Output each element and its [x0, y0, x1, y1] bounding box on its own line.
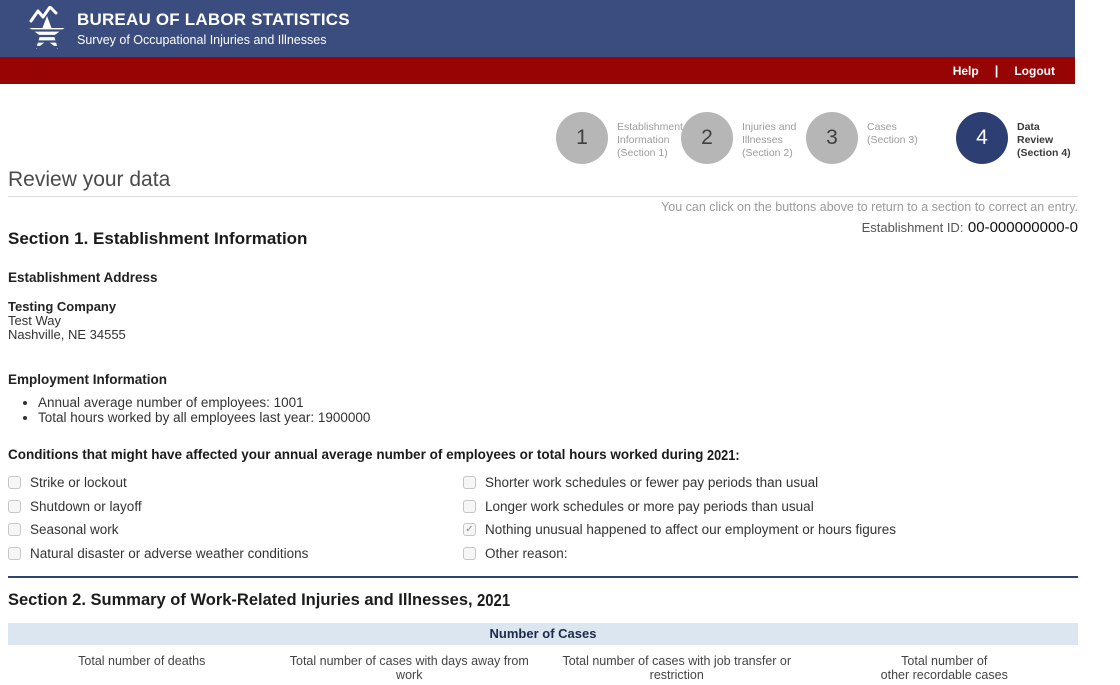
step-3-circle[interactable]: 3 — [806, 112, 858, 164]
table-body: Total number of deaths 0 (G) Total numbe… — [8, 645, 1078, 685]
establishment-id-value: 00-000000000-0 — [967, 219, 1078, 236]
utility-nav: Help | Logout — [0, 57, 1075, 84]
conditions-heading-text: Conditions that might have affected your… — [8, 447, 704, 462]
condition-checkbox[interactable] — [463, 546, 476, 560]
condition-label: Shorter work schedules or fewer pay peri… — [485, 475, 819, 490]
app-subtitle: Survey of Occupational Injuries and Illn… — [77, 33, 327, 47]
main-content: 1 Establishment Information (Section 1) … — [8, 112, 1078, 685]
column-days-away-from-work: Total number of cases with days away fro… — [276, 654, 544, 685]
condition-other-reason: Other reason: — [463, 546, 1078, 570]
section2-title: Section 2. Summary of Work-Related Injur… — [8, 589, 1078, 610]
section2-title-text: Section 2. Summary of Work-Related Injur… — [8, 591, 473, 609]
condition-seasonal-work: Seasonal work — [8, 522, 463, 546]
step-injuries-illnesses[interactable]: 2 Injuries and Illnesses (Section 2) — [681, 112, 806, 165]
condition-checkbox[interactable] — [463, 499, 476, 513]
condition-shutdown-or-layoff: Shutdown or layoff — [8, 499, 463, 523]
stepper-hint-text: You can click on the buttons above to re… — [661, 200, 1078, 214]
table-header-number-of-cases: Number of Cases — [8, 623, 1078, 645]
street-address: Test Way — [8, 313, 61, 328]
conditions-year: 2021: — [707, 447, 740, 464]
employment-item: Annual average number of employees: 1001 — [38, 395, 1078, 411]
step-3-label: Cases (Section 3) — [867, 121, 918, 146]
column-total-deaths: Total number of deaths 0 (G) — [8, 654, 276, 685]
condition-checkbox[interactable] — [8, 546, 21, 560]
number-of-cases-table: Number of Cases Total number of deaths 0… — [8, 623, 1078, 685]
establishment-id-row: Establishment ID: 00-000000000-0 — [8, 219, 1078, 237]
step-4-label: Data Review (Section 4) — [1017, 121, 1071, 159]
column-label: Total number of cases with job transfer … — [562, 654, 792, 682]
step-establishment-information[interactable]: 1 Establishment Information (Section 1) — [556, 112, 683, 165]
condition-strike-or-lockout: Strike or lockout — [8, 475, 463, 499]
agency-title: BUREAU OF LABOR STATISTICS — [77, 10, 350, 29]
condition-checkbox[interactable] — [8, 476, 21, 489]
condition-label: Strike or lockout — [30, 475, 127, 490]
condition-checkbox[interactable] — [8, 499, 21, 513]
help-link[interactable]: Help — [952, 63, 979, 78]
condition-label: Nothing unusual happened to affect our e… — [485, 522, 897, 537]
column-label: Total number of cases with days away fro… — [289, 654, 529, 682]
employment-list: Annual average number of employees: 1001… — [38, 395, 1078, 426]
step-2-label: Injuries and Illnesses (Section 2) — [742, 121, 797, 159]
condition-label: Seasonal work — [30, 522, 119, 537]
employment-item: Total hours worked by all employees last… — [38, 410, 1078, 426]
section-divider — [8, 576, 1078, 578]
page-title-row: Review your data — [8, 168, 1078, 197]
establishment-address-heading: Establishment Address — [8, 270, 158, 285]
bls-star-logo-icon — [28, 5, 66, 49]
step-4-circle[interactable]: 4 — [956, 112, 1008, 164]
condition-checkbox[interactable] — [8, 523, 21, 536]
step-1-circle[interactable]: 1 — [556, 112, 608, 164]
condition-label: Other reason: — [485, 545, 568, 561]
logout-link[interactable]: Logout — [1014, 63, 1055, 78]
company-name: Testing Company — [8, 299, 117, 314]
step-cases[interactable]: 3 Cases (Section 3) — [806, 112, 931, 165]
employment-information-heading: Employment Information — [8, 372, 168, 387]
column-label: Total number of deaths — [78, 654, 206, 668]
condition-nothing-unusual: ✓ Nothing unusual happened to affect our… — [463, 522, 1078, 546]
app-header: BUREAU OF LABOR STATISTICS Survey of Occ… — [0, 0, 1075, 57]
column-job-transfer-restriction: Total number of cases with job transfer … — [543, 654, 811, 685]
condition-natural-disaster: Natural disaster or adverse weather cond… — [8, 546, 463, 570]
step-data-review[interactable]: 4 Data Review (Section 4) — [956, 112, 1078, 165]
column-other-recordable-cases: Total number of other recordable cases 1… — [811, 654, 1079, 685]
condition-label: Natural disaster or adverse weather cond… — [30, 545, 309, 561]
condition-shorter-schedules: Shorter work schedules or fewer pay peri… — [463, 475, 1078, 499]
step-2-circle[interactable]: 2 — [681, 112, 733, 164]
page-title: Review your data — [8, 168, 171, 191]
conditions-heading: Conditions that might have affected your… — [8, 446, 1078, 464]
nav-separator: | — [994, 63, 999, 78]
column-label: Total number of other recordable cases — [880, 654, 1008, 682]
city-state-zip: Nashville, NE 34555 — [8, 327, 126, 342]
condition-checkbox-checked[interactable]: ✓ — [463, 523, 476, 536]
section2-year: 2021 — [477, 590, 511, 610]
condition-label: Longer work schedules or more pay period… — [485, 498, 814, 514]
establishment-id-label: Establishment ID: — [861, 220, 964, 235]
step-1-label: Establishment Information (Section 1) — [617, 121, 683, 159]
condition-longer-schedules: Longer work schedules or more pay period… — [463, 499, 1078, 523]
condition-label: Shutdown or layoff — [30, 498, 142, 514]
conditions-checkbox-grid: Strike or lockout Shutdown or layoff Sea… — [8, 475, 1078, 569]
step-indicator: 1 Establishment Information (Section 1) … — [8, 112, 1078, 165]
condition-checkbox[interactable] — [463, 476, 476, 489]
section1-title: Section 1. Establishment Information — [8, 229, 308, 248]
